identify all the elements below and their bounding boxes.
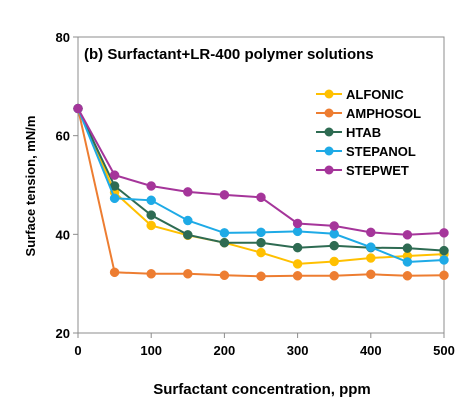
data-point xyxy=(439,228,449,238)
data-point xyxy=(256,192,266,203)
y-tick-label: 40 xyxy=(56,227,70,242)
data-point xyxy=(219,237,230,248)
data-point xyxy=(366,242,376,252)
data-point xyxy=(146,220,156,231)
data-point xyxy=(109,267,120,278)
x-tick-label: 400 xyxy=(360,343,382,358)
legend-swatch-marker xyxy=(324,89,334,99)
data-point xyxy=(109,193,120,204)
axes: 20 40 60 80 0 100 200 300 400 500 xyxy=(56,30,455,358)
data-point xyxy=(146,269,156,279)
legend-swatch-marker xyxy=(324,127,334,137)
data-point xyxy=(402,230,413,240)
data-point xyxy=(183,215,193,226)
data-point xyxy=(329,221,339,231)
data-point xyxy=(292,271,303,281)
data-point xyxy=(292,218,303,229)
y-tick-label: 60 xyxy=(56,129,70,144)
data-point xyxy=(292,242,303,253)
data-point xyxy=(146,181,156,191)
y-axis-label: Surface tension, mN/m xyxy=(23,116,38,257)
legend-item-alfonic: ALFONIC xyxy=(316,87,404,102)
data-point xyxy=(329,240,339,251)
data-point xyxy=(402,257,413,267)
y-tick-label: 80 xyxy=(56,30,70,45)
series-group xyxy=(73,103,449,282)
x-axis-label: Surfactant concentration, ppm xyxy=(153,381,371,398)
data-point xyxy=(439,255,449,265)
data-point xyxy=(183,187,193,197)
plot-frame xyxy=(77,36,445,334)
data-point xyxy=(146,195,156,206)
data-point xyxy=(292,259,303,269)
x-tick-label: 100 xyxy=(140,343,162,358)
data-point xyxy=(366,227,376,238)
data-point xyxy=(329,271,339,281)
legend-item-stepanol: STEPANOL xyxy=(316,144,416,159)
legend: ALFONIC AMPHOSOL HTAB STEPANOL STEPWET xyxy=(316,87,421,178)
x-tick-label: 0 xyxy=(74,343,81,358)
data-point xyxy=(183,230,193,240)
legend-label: HTAB xyxy=(346,125,381,140)
data-point xyxy=(219,270,230,281)
data-point xyxy=(366,269,376,280)
data-point xyxy=(402,271,413,281)
data-point xyxy=(402,243,413,253)
legend-label: AMPHOSOL xyxy=(346,106,421,121)
data-point xyxy=(183,269,193,279)
series-stepwet xyxy=(73,103,449,240)
data-point xyxy=(146,210,156,220)
data-point xyxy=(219,190,230,200)
legend-item-htab: HTAB xyxy=(316,125,381,140)
data-point xyxy=(439,270,449,281)
legend-swatch-marker xyxy=(324,108,334,118)
series-amphosol xyxy=(73,103,449,282)
data-point xyxy=(366,253,376,263)
data-point xyxy=(219,228,230,238)
legend-swatch-marker xyxy=(324,146,334,156)
data-point xyxy=(73,103,83,114)
chart-title: (b) Surfactant+LR-400 polymer solutions xyxy=(84,46,374,63)
x-tick-label: 300 xyxy=(287,343,309,358)
y-tick-label: 20 xyxy=(56,326,70,341)
legend-label: STEPANOL xyxy=(346,144,416,159)
legend-label: ALFONIC xyxy=(346,87,404,102)
legend-item-stepwet: STEPWET xyxy=(316,163,409,178)
data-point xyxy=(329,256,339,267)
x-tick-label: 500 xyxy=(433,343,455,358)
legend-item-amphosol: AMPHOSOL xyxy=(316,106,421,121)
data-point xyxy=(439,245,449,256)
legend-label: STEPWET xyxy=(346,163,409,178)
data-point xyxy=(256,227,266,238)
data-point xyxy=(256,247,266,258)
x-tick-label: 200 xyxy=(214,343,236,358)
data-point xyxy=(256,271,266,282)
data-point xyxy=(256,237,266,248)
legend-swatch-marker xyxy=(324,165,334,175)
data-point xyxy=(109,170,120,180)
